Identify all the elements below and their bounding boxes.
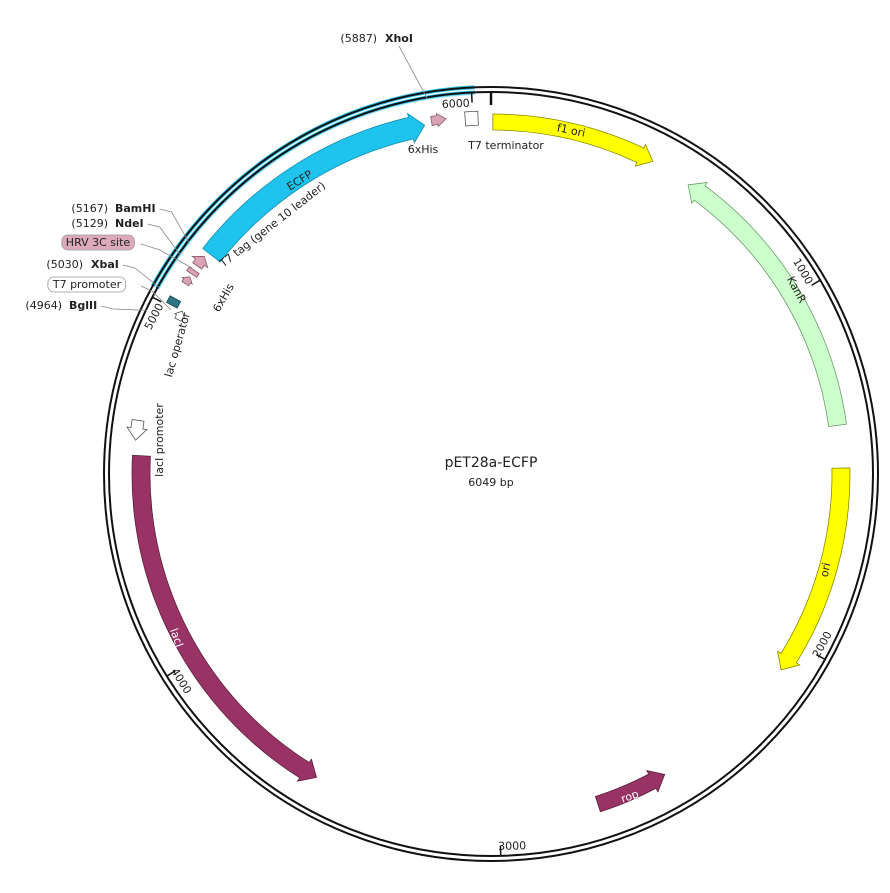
tick-label: 5000	[142, 301, 166, 332]
tick-mark	[152, 297, 161, 302]
site-name: NdeI	[115, 217, 144, 230]
backbone-inner	[109, 92, 873, 856]
feature-label: lacI promoter	[153, 403, 166, 477]
tick-label: 6000	[441, 97, 470, 111]
feature-label: 6xHis	[408, 143, 439, 156]
site-name: BglII	[69, 299, 97, 312]
feature-label: HRV 3C site	[66, 236, 131, 249]
feature-label: 6xHis	[210, 281, 237, 314]
site-name: BamHI	[115, 202, 156, 215]
site-position: (5129)	[71, 217, 108, 230]
feature	[688, 182, 846, 426]
tick-label: 2000	[810, 629, 835, 660]
site-position: (5887)	[340, 32, 377, 45]
feature	[187, 267, 199, 277]
tick-label: 3000	[498, 839, 526, 853]
feature	[182, 277, 192, 286]
site-position: (5030)	[46, 258, 83, 271]
feature	[431, 114, 446, 127]
tick-mark	[472, 92, 473, 102]
site-position: (5167)	[71, 202, 108, 215]
feature	[127, 419, 147, 440]
feature-label: lac operator	[162, 311, 193, 379]
feature	[192, 256, 207, 269]
feature	[167, 296, 181, 308]
feature	[778, 468, 850, 670]
site-line	[101, 306, 147, 310]
site-position: (4964)	[25, 299, 62, 312]
site-name: XbaI	[91, 258, 119, 271]
feature	[465, 111, 479, 126]
feature-label: T7 terminator	[467, 139, 544, 152]
feature	[132, 455, 316, 781]
site-line	[399, 46, 427, 98]
feature-label: T7 promoter	[52, 278, 122, 291]
map-title: pET28a-ECFP	[445, 455, 538, 471]
site-name: XhoI	[385, 32, 413, 45]
map-length: 6049 bp	[468, 476, 513, 489]
